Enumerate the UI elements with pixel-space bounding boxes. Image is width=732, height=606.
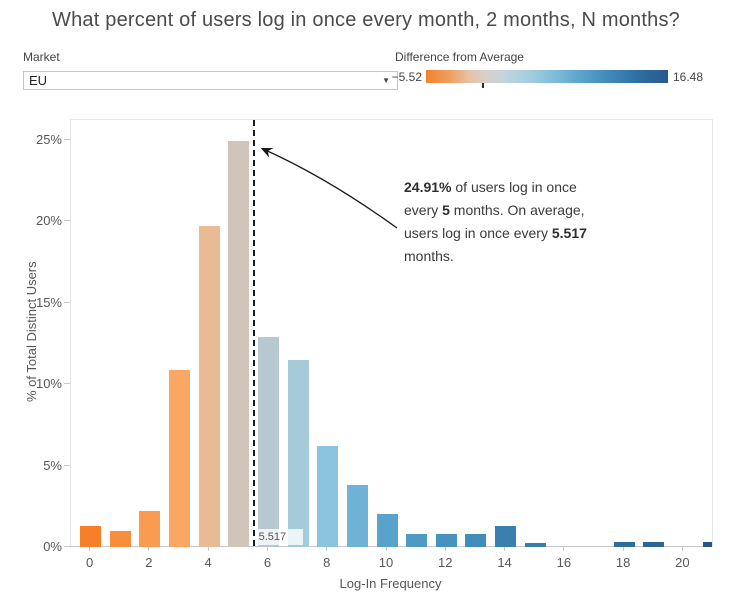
color-legend-gradient	[426, 70, 668, 88]
x-tick-label: 6	[263, 555, 272, 570]
bar-x14[interactable]	[495, 525, 517, 547]
annotation-text: 24.91%	[404, 179, 452, 195]
market-filter-label: Market	[23, 50, 60, 64]
y-tick-label: 25%	[35, 132, 62, 147]
x-tick	[681, 546, 683, 551]
bar-x5[interactable]	[228, 141, 250, 547]
x-tick-label: 18	[615, 555, 631, 570]
x-tick-label: 16	[556, 555, 572, 570]
x-tick	[504, 546, 506, 551]
market-select-value: EU	[29, 73, 48, 88]
y-tick-label: 0%	[43, 539, 62, 554]
x-tick	[385, 546, 387, 551]
x-tick-label: 4	[204, 555, 212, 570]
x-tick-label: 0	[85, 555, 94, 570]
x-tick	[326, 546, 328, 551]
bar-x0[interactable]	[80, 525, 102, 547]
y-tick-label: 10%	[35, 376, 62, 392]
bar-x8[interactable]	[317, 446, 339, 547]
y-tick	[64, 464, 70, 466]
bar-x12[interactable]	[435, 533, 457, 547]
bar-x2[interactable]	[139, 511, 161, 547]
bar-x3[interactable]	[169, 369, 191, 547]
bar-x4[interactable]	[198, 226, 220, 547]
plot-area: 24.91% of users log in once every 5 month…	[70, 119, 713, 547]
bar-x1[interactable]	[109, 530, 131, 547]
x-tick	[207, 546, 209, 551]
y-tick-label: 20%	[35, 213, 62, 229]
annotation-text: 5	[442, 202, 450, 218]
bar-x10[interactable]	[376, 514, 398, 547]
annotation-text: months.	[404, 248, 454, 264]
annotation-text: 5.517	[551, 225, 587, 241]
y-tick	[64, 383, 70, 385]
x-axis-title: Log-In Frequency	[339, 576, 442, 591]
x-tick	[563, 546, 565, 551]
x-tick	[266, 546, 268, 551]
x-tick-label: 8	[323, 555, 331, 570]
annotation: 24.91% of users log in once every 5 month…	[404, 176, 644, 268]
y-axis-title: % of Total Distinct Users	[24, 261, 39, 403]
average-reference-line-label: 5.517	[255, 529, 303, 545]
legend-max-label: 16.48	[673, 70, 704, 84]
x-tick	[622, 546, 624, 551]
x-tick-label: 12	[438, 555, 453, 570]
x-tick-label: 2	[145, 555, 153, 570]
x-tick-label: 14	[497, 555, 512, 570]
market-select[interactable]: EU ▼	[23, 71, 398, 90]
y-tick-label: 5%	[43, 457, 62, 473]
y-tick	[64, 546, 70, 547]
annotation-text: months. On average,	[449, 202, 585, 218]
x-tick	[89, 546, 91, 551]
y-tick	[64, 220, 70, 222]
y-tick	[64, 139, 70, 140]
annotation-text: users log in once every	[404, 225, 552, 241]
bar-x11[interactable]	[406, 533, 428, 547]
legend-min-label: −5.52	[391, 70, 422, 84]
bar-x9[interactable]	[346, 485, 368, 547]
x-tick-label: 20	[675, 555, 690, 570]
y-tick	[64, 301, 70, 303]
average-reference-line	[253, 120, 256, 547]
bar-x6[interactable]	[257, 337, 279, 547]
dropdown-arrow-icon: ▼	[382, 76, 390, 85]
bar-x15[interactable]	[524, 542, 546, 547]
x-tick-label: 10	[378, 555, 394, 570]
bar-x18[interactable]	[613, 542, 635, 547]
annotation-text: every	[404, 202, 443, 218]
bar-x19[interactable]	[643, 542, 665, 547]
bar-x21[interactable]	[702, 542, 712, 547]
bar-x7[interactable]	[287, 359, 309, 547]
x-tick	[444, 546, 446, 551]
y-tick-label: 15%	[35, 294, 62, 310]
x-tick	[148, 546, 150, 551]
page-title: What percent of users log in once every …	[52, 9, 680, 31]
bar-x13[interactable]	[465, 533, 487, 547]
legend-average-tick-icon	[482, 83, 484, 88]
annotation-text: of users log in once	[451, 179, 577, 195]
color-legend-title: Difference from Average	[395, 50, 524, 64]
